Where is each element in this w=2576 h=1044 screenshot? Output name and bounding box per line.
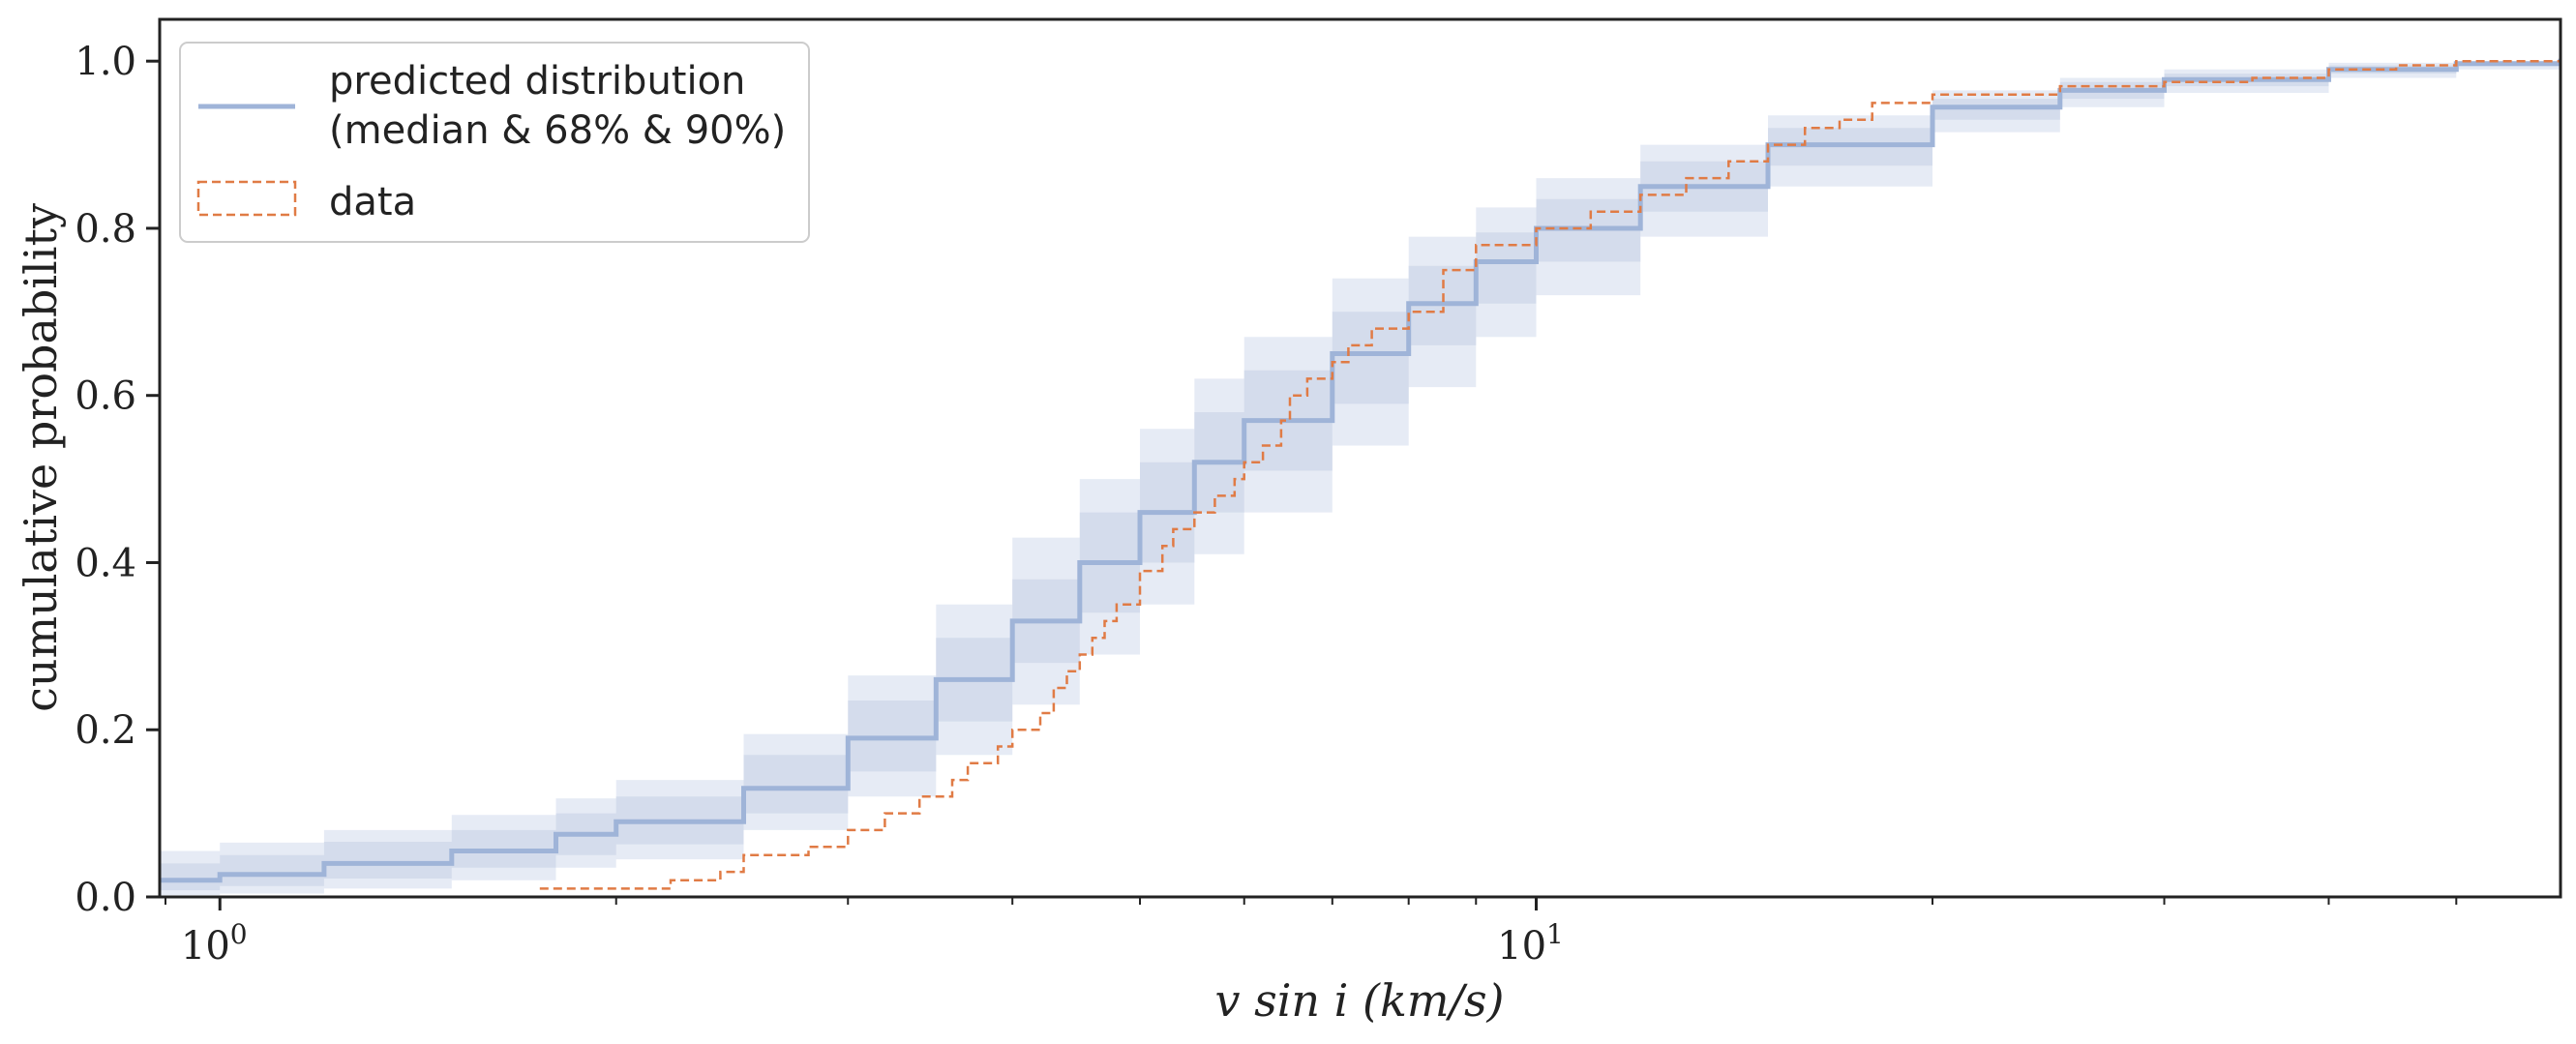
- y-tick-label: 0.0: [75, 876, 136, 920]
- legend-data-swatch: [196, 180, 297, 217]
- y-tick-label: 0.8: [75, 207, 136, 252]
- y-tick-label: 0.2: [75, 708, 136, 753]
- y-axis-title: cumulative probability: [15, 203, 67, 712]
- legend: predicted distribution (median & 68% & 9…: [179, 42, 810, 243]
- y-axis: 0.0 0.2 0.4 0.6 0.8 1.0: [75, 40, 160, 920]
- legend-predicted-line1: predicted distribution: [329, 59, 745, 104]
- legend-data-label: data: [329, 180, 416, 224]
- x-tick-label: 100: [181, 918, 248, 969]
- median-line: [160, 58, 2561, 883]
- legend-predicted-line2: (median & 68% & 90%): [329, 108, 786, 153]
- y-tick-label: 1.0: [75, 40, 136, 84]
- series-lines: [160, 58, 2561, 890]
- data-line: [539, 59, 2561, 890]
- plot-frame: [158, 17, 2562, 899]
- y-tick-label: 0.6: [75, 374, 136, 419]
- x-axis-title: v sin i (km/s): [1215, 974, 1505, 1027]
- legend-box: [179, 42, 810, 243]
- x-tick-label: 101: [1497, 918, 1564, 969]
- y-tick-label: 0.4: [75, 541, 136, 585]
- x-axis: 100 101: [165, 897, 2458, 969]
